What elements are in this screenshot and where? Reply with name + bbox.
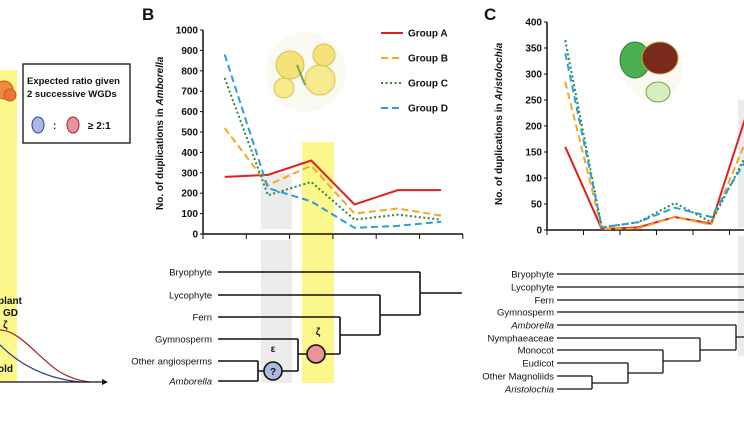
legend-label: Group D [408,104,448,115]
y-tick-label: 200 [181,189,198,200]
epsilon-node-icon [263,361,283,381]
y-tick-label: 0 [536,226,542,237]
legend-title-2: 2 successive WGDs [27,89,117,100]
gray-band-epsilon-tree [261,240,292,383]
y-tick-label: 200 [525,122,542,133]
text-old: old [0,364,13,375]
legend-colon: : [53,121,56,132]
red-curve [0,329,91,383]
yellow-band [0,70,17,382]
taxon-label: Monocot [518,346,555,357]
taxon-label: Fern [192,313,212,324]
y-tick-label: 0 [192,230,198,241]
panel-label-b: B [142,5,154,24]
panel-a: Expected ratio given 2 successive WGDs :… [0,63,131,385]
blue-curve [0,344,81,383]
zeta-node-icon [306,344,326,364]
taxa-labels-b: Bryophyte Lycophyte Fern Gymnosperm Other an… [131,268,212,388]
taxon-label: Eudicot [522,359,554,370]
legend-title-1: Expected ratio given [27,76,120,87]
orange-flower-icon [0,80,17,102]
y-tick-label: 1000 [176,26,199,37]
y-tick-label: 50 [531,200,543,211]
chart-c: 0 50 100 150 200 250 300 350 400 [525,18,744,237]
taxon-label: Gymnosperm [155,335,212,346]
taxon-label: Bryophyte [169,268,212,279]
y-tick-label: 900 [181,46,198,57]
blue-oval-icon [31,116,45,134]
y-tick-label: 350 [525,44,542,55]
taxon-label: Other angiosperms [131,357,212,368]
y-tick-label: 400 [525,18,542,29]
y-tick-label: 100 [525,174,542,185]
series-line-group-d [223,54,442,229]
taxon-label: Nymphaeaceae [487,334,554,345]
y-tick-label: 300 [181,168,198,179]
series-line-series-1 [564,118,744,230]
y-tick-label: 100 [181,209,198,220]
y-tick-label: 150 [525,148,542,159]
taxon-label: Fern [534,296,554,307]
y-tick-label: 400 [181,148,198,159]
y-tick-label: 250 [525,96,542,107]
gray-band-c-tree [738,236,744,356]
question-mark: ? [270,367,276,378]
zeta-label: ζ [316,327,321,338]
red-oval-icon [66,116,80,134]
aristolochia-flower-illustration [619,40,683,103]
legend-ratio: ≥ 2:1 [88,121,111,132]
series-line-series-4 [564,52,744,229]
taxon-label: Gymnosperm [497,308,554,319]
panel-c: C 0 50 100 150 200 250 300 350 400 No. of duplic… [482,5,744,396]
epsilon-label: ε [271,344,276,355]
y-tick-label: 800 [181,66,198,77]
tree-c [557,273,744,390]
y-tick-label: 500 [181,128,198,139]
panel-label-c: C [484,5,496,24]
series-line-series-2 [564,81,744,230]
panel-b: B 0 100 200 300 400 500 600 700 800 900 1000 Group … [131,5,464,388]
y-tick-label: 600 [181,107,198,118]
taxon-label: Lycophyte [169,291,212,302]
text-zeta: ζ [3,320,8,331]
tree-b [218,271,462,382]
taxon-label: Lycophyte [511,283,554,294]
taxon-label: Other Magnoliids [482,372,554,383]
arrow-head-icon [102,379,108,385]
amborella-flower-illustration [266,32,346,112]
legend-label: Group C [408,79,448,90]
y-axis-label-b: No. of duplications in Amborella [155,56,166,210]
y-tick-label: 300 [525,70,542,81]
taxon-label: Bryophyte [511,270,554,281]
y-axis-label-c: No. of duplications in Aristolochia [494,42,505,205]
chart-b: 0 100 200 300 400 500 600 700 800 900 1000 Group A G… [176,26,464,241]
text-gd: GD [3,308,18,319]
taxon-label: Aristolochia [504,385,554,396]
taxon-label: Amborella [168,377,212,388]
series-line-group-c [223,77,442,221]
y-tick-label: 700 [181,87,198,98]
legend-label: Group A [408,29,448,40]
text-plant: plant [0,296,23,307]
legend-label: Group B [408,54,448,65]
taxon-label: Amborella [510,321,554,332]
